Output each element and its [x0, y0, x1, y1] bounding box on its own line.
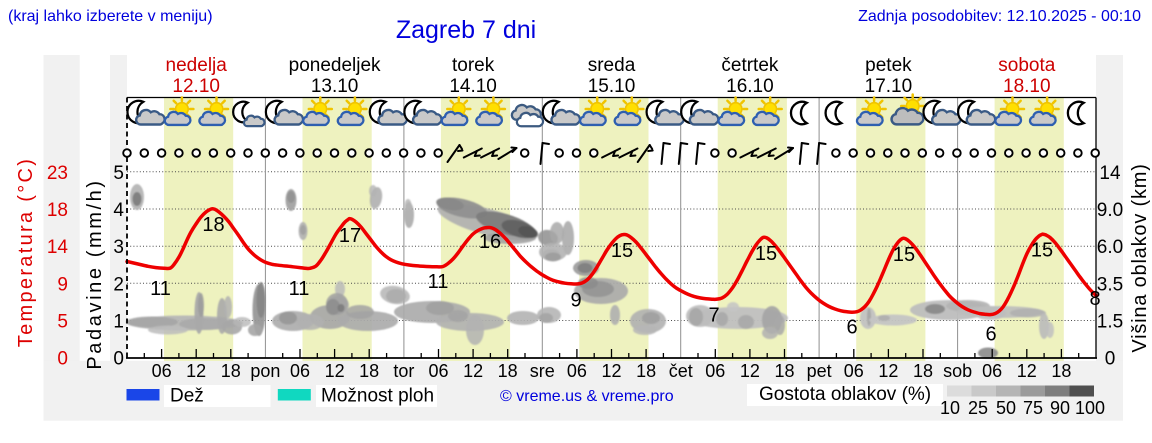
svg-text:0: 0	[113, 349, 124, 370]
svg-text:4: 4	[113, 200, 124, 221]
svg-text:23: 23	[47, 163, 68, 184]
svg-text:18: 18	[359, 361, 379, 381]
svg-text:čet: čet	[669, 361, 693, 381]
svg-text:sobota: sobota	[998, 55, 1055, 76]
svg-text:5: 5	[113, 163, 124, 184]
svg-text:Zagreb 7 dni: Zagreb 7 dni	[396, 16, 536, 44]
svg-text:3.5: 3.5	[1097, 274, 1123, 295]
svg-text:11: 11	[428, 271, 449, 293]
svg-text:sob: sob	[943, 361, 972, 381]
svg-text:18: 18	[221, 361, 241, 381]
svg-text:3: 3	[113, 237, 124, 258]
svg-text:06: 06	[290, 361, 310, 381]
svg-text:14.10: 14.10	[449, 76, 497, 97]
svg-text:sreda: sreda	[588, 55, 636, 76]
svg-text:12: 12	[325, 361, 345, 381]
svg-text:50: 50	[996, 398, 1016, 418]
svg-text:18: 18	[913, 361, 933, 381]
svg-text:100: 100	[1075, 398, 1105, 418]
svg-text:13.10: 13.10	[311, 76, 359, 97]
svg-text:90: 90	[1050, 398, 1070, 418]
svg-text:06: 06	[982, 361, 1002, 381]
svg-text:18.10: 18.10	[1003, 76, 1051, 97]
svg-text:1.5: 1.5	[1097, 312, 1123, 333]
svg-text:© vreme.us & vreme.pro: © vreme.us & vreme.pro	[500, 388, 674, 405]
svg-text:18: 18	[636, 361, 656, 381]
svg-text:15: 15	[893, 244, 915, 266]
svg-text:6: 6	[846, 317, 857, 339]
svg-text:0: 0	[57, 349, 68, 370]
svg-text:75: 75	[1023, 398, 1043, 418]
svg-text:nedelja: nedelja	[166, 55, 228, 76]
svg-text:Zadnja posodobitev: 12.10.2025: Zadnja posodobitev: 12.10.2025 - 00:10	[858, 8, 1141, 25]
svg-text:11: 11	[289, 278, 310, 300]
svg-text:06: 06	[705, 361, 725, 381]
svg-text:10: 10	[940, 398, 960, 418]
svg-text:06: 06	[152, 361, 172, 381]
svg-text:četrtek: četrtek	[721, 55, 779, 76]
svg-text:17.10: 17.10	[865, 76, 913, 97]
svg-text:16.10: 16.10	[726, 76, 774, 97]
svg-text:Možnost ploh: Možnost ploh	[321, 386, 434, 407]
svg-text:1: 1	[113, 312, 124, 333]
svg-text:(kraj lahko izberete v meniju): (kraj lahko izberete v meniju)	[8, 8, 213, 25]
svg-text:torek: torek	[452, 55, 495, 76]
svg-text:18: 18	[774, 361, 794, 381]
svg-text:12: 12	[186, 361, 206, 381]
svg-text:Temperatura (°C): Temperatura (°C)	[15, 157, 37, 347]
svg-text:06: 06	[428, 361, 448, 381]
svg-text:8: 8	[1089, 288, 1100, 310]
svg-text:5: 5	[57, 312, 68, 333]
svg-text:12: 12	[463, 361, 483, 381]
svg-text:6.0: 6.0	[1097, 237, 1123, 258]
svg-text:12.10: 12.10	[172, 76, 220, 97]
svg-text:0: 0	[1105, 349, 1116, 370]
svg-text:12: 12	[1017, 361, 1037, 381]
svg-text:15: 15	[611, 240, 633, 262]
svg-text:pet: pet	[807, 361, 832, 381]
svg-text:25: 25	[968, 398, 988, 418]
svg-text:15: 15	[755, 243, 777, 265]
svg-text:18: 18	[1051, 361, 1071, 381]
svg-text:Gostota oblakov (%): Gostota oblakov (%)	[759, 384, 931, 405]
svg-text:6: 6	[985, 324, 996, 346]
svg-text:tor: tor	[393, 361, 414, 381]
svg-text:9: 9	[57, 274, 68, 295]
svg-text:15: 15	[1031, 240, 1053, 262]
svg-text:sre: sre	[530, 361, 555, 381]
svg-text:12: 12	[601, 361, 621, 381]
svg-text:06: 06	[844, 361, 864, 381]
svg-text:14: 14	[47, 237, 69, 258]
svg-text:2: 2	[113, 274, 124, 295]
svg-text:ponedeljek: ponedeljek	[289, 55, 381, 76]
svg-text:18: 18	[47, 200, 68, 221]
svg-text:Višina oblakov (km): Višina oblakov (km)	[1129, 163, 1151, 352]
svg-text:9: 9	[570, 290, 581, 312]
svg-text:17: 17	[339, 225, 361, 247]
svg-text:18: 18	[498, 361, 518, 381]
svg-text:Padavine (mm/h): Padavine (mm/h)	[84, 178, 106, 369]
svg-text:petek: petek	[865, 55, 912, 76]
svg-text:16: 16	[479, 231, 501, 253]
svg-text:pon: pon	[250, 361, 280, 381]
svg-text:7: 7	[708, 305, 719, 327]
svg-text:9.0: 9.0	[1097, 200, 1123, 221]
svg-text:06: 06	[567, 361, 587, 381]
svg-text:18: 18	[202, 214, 224, 236]
svg-text:14: 14	[1099, 163, 1121, 184]
svg-text:Dež: Dež	[170, 386, 204, 407]
svg-text:11: 11	[150, 278, 171, 300]
svg-text:12: 12	[740, 361, 760, 381]
svg-text:15.10: 15.10	[588, 76, 636, 97]
svg-text:12: 12	[878, 361, 898, 381]
